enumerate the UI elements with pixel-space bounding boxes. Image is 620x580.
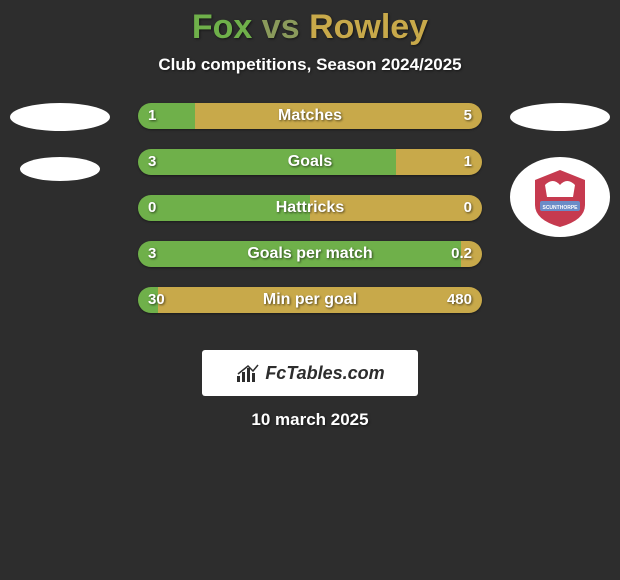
comparison-title: Fox vs Rowley [0,0,620,47]
stat-label: Matches [138,103,482,129]
player1-club-logo-1 [10,103,110,131]
player2-club-logo-2: SCUNTHORPE [510,157,610,237]
attribution-text: FcTables.com [265,363,384,384]
stat-label: Hattricks [138,195,482,221]
attribution-badge: FcTables.com [202,350,418,396]
player1-name: Fox [192,8,252,46]
stat-label: Min per goal [138,287,482,313]
scunthorpe-badge-icon: SCUNTHORPE [525,165,595,229]
stat-row: 30.2Goals per match [138,241,482,267]
player1-club-logo-2 [20,157,100,181]
stat-label: Goals [138,149,482,175]
stat-row: 30480Min per goal [138,287,482,313]
stat-bars-container: 15Matches 31Goals 00Hattricks 30.2Goals per… [138,103,482,333]
stat-label: Goals per match [138,241,482,267]
subtitle: Club competitions, Season 2024/2025 [0,55,620,75]
player2-club-logo-1 [510,103,610,131]
right-player-logos: SCUNTHORPE [500,103,620,237]
date-text: 10 march 2025 [0,410,620,430]
left-player-logos [0,103,120,207]
stat-row: 15Matches [138,103,482,129]
chart-icon [235,362,261,384]
svg-text:SCUNTHORPE: SCUNTHORPE [542,205,578,211]
vs-text: vs [262,8,300,46]
player2-name: Rowley [309,8,428,46]
stat-row: 31Goals [138,149,482,175]
stat-row: 00Hattricks [138,195,482,221]
